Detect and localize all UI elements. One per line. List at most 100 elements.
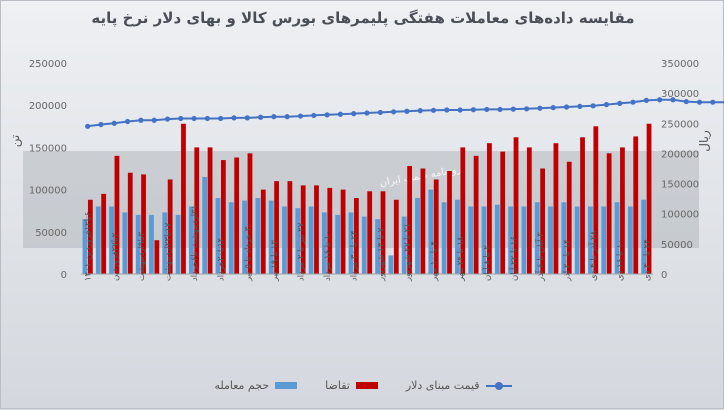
bar-volume xyxy=(176,215,181,274)
y-left-axis-label: تن xyxy=(8,135,23,147)
bar-demand xyxy=(527,147,532,274)
point-dollar-price xyxy=(351,111,356,116)
bar-demand xyxy=(447,171,452,274)
bar-volume xyxy=(282,206,287,274)
bar-volume xyxy=(335,215,340,274)
y-right-tick-label: 100000 xyxy=(661,210,699,221)
y-right-tick-label: 0 xyxy=(661,270,667,281)
bar-demand xyxy=(633,136,638,274)
point-dollar-price xyxy=(404,109,409,114)
y-left-tick-label: 200000 xyxy=(29,101,67,112)
bar-volume xyxy=(628,206,633,274)
point-dollar-price xyxy=(537,106,542,111)
point-dollar-price xyxy=(311,113,316,118)
x-tick-label: ۶تا۱۲فروردین ۱۴۰۱ xyxy=(84,212,94,281)
y-right-tick-label: 250000 xyxy=(661,119,699,130)
x-tick-label: ۴ تا ۱۰ مهر xyxy=(430,241,440,282)
point-dollar-price xyxy=(617,101,622,106)
x-tick-label: ۲۰تا۲۷فروردین xyxy=(110,228,120,281)
point-dollar-price xyxy=(524,106,529,111)
x-tick-label: ۱۰ تا ۱۶ مرداد xyxy=(323,230,333,281)
point-dollar-price xyxy=(378,110,383,115)
point-dollar-price xyxy=(178,116,183,121)
bar-demand xyxy=(367,191,372,274)
bar-demand xyxy=(208,147,213,274)
point-dollar-price xyxy=(458,107,463,112)
x-tick-label: ۱۰ تا ۱۶ دی xyxy=(616,239,626,281)
point-dollar-price xyxy=(670,97,675,102)
point-dollar-price xyxy=(258,115,263,120)
point-dollar-price xyxy=(551,105,556,110)
bar-demand xyxy=(101,194,106,274)
point-dollar-price xyxy=(591,103,596,108)
point-dollar-price xyxy=(245,115,250,120)
x-tick-label: ۲۴ تا ۳۰ مرداد xyxy=(350,230,360,281)
point-dollar-price xyxy=(165,116,170,121)
bar-demand xyxy=(500,152,505,274)
x-tick-label: ۳۱اردیبهشت تا۶خرداد xyxy=(190,205,200,281)
legend-swatch-demand xyxy=(356,382,378,389)
y-right-tick-label: 300000 xyxy=(661,89,699,100)
bar-demand xyxy=(287,181,292,274)
bar-volume xyxy=(601,206,606,274)
y-left-tick-label: 250000 xyxy=(29,59,67,70)
point-dollar-price xyxy=(630,100,635,105)
bar-demand xyxy=(394,200,399,274)
y-right-tick-label: 50000 xyxy=(661,240,693,251)
bar-volume xyxy=(415,198,420,274)
point-dollar-price xyxy=(218,116,223,121)
legend-swatch-volume xyxy=(275,382,297,389)
x-tick-label: ۱۶ تا ۲۲ آبان xyxy=(507,236,519,281)
x-tick-label: ۳۰ آبان تا ۶ آذر xyxy=(534,228,546,282)
point-dollar-price xyxy=(191,116,196,121)
point-dollar-price xyxy=(657,97,662,102)
y-right-tick-label: 350000 xyxy=(661,59,699,70)
y-right-tick-label: 200000 xyxy=(661,149,699,160)
point-dollar-price xyxy=(98,122,103,127)
point-dollar-price xyxy=(364,110,369,115)
y-left-tick-label: 50000 xyxy=(35,228,67,239)
bar-demand xyxy=(314,185,319,274)
x-tick-label: ۲ تا ۸ آبان xyxy=(481,245,493,281)
bar-volume xyxy=(362,217,367,274)
x-tick-label: ۲۷ تیر تا ۲ مرداد xyxy=(296,222,306,281)
point-dollar-price xyxy=(644,98,649,103)
bar-demand xyxy=(474,156,479,274)
x-tick-label: ۱۴ تا ۲۰ آذر xyxy=(561,239,573,282)
point-dollar-price xyxy=(684,99,689,104)
bar-volume xyxy=(96,206,101,274)
y-right-axis-label: ریال xyxy=(697,130,712,152)
bar-volume xyxy=(229,202,234,274)
bar-demand xyxy=(421,169,426,275)
bar-demand xyxy=(554,143,559,274)
point-dollar-price xyxy=(125,119,130,124)
x-tick-label: ۱۷تا۲۳اردیبهشت xyxy=(163,222,173,281)
point-dollar-price xyxy=(697,100,702,105)
point-dollar-price xyxy=(604,102,609,107)
point-dollar-price xyxy=(484,107,489,112)
point-dollar-price xyxy=(577,104,582,109)
point-dollar-price xyxy=(444,107,449,112)
bar-demand xyxy=(607,153,612,274)
point-dollar-price xyxy=(231,115,236,120)
point-dollar-price xyxy=(138,118,143,123)
point-dollar-price xyxy=(271,114,276,119)
legend-item-dollar-price: قیمت مبنای دلار xyxy=(406,379,512,392)
point-dollar-price xyxy=(85,124,90,129)
legend-item-volume: حجم معامله xyxy=(214,379,297,392)
bar-volume xyxy=(202,177,207,274)
point-dollar-price xyxy=(205,116,210,121)
bar-volume xyxy=(468,206,473,274)
bar-volume xyxy=(522,206,527,274)
bar-demand xyxy=(181,124,186,274)
bar-volume xyxy=(389,255,394,274)
point-dollar-price xyxy=(471,107,476,112)
bar-volume xyxy=(122,212,127,274)
x-tick-label: ۱۳ تا ۱۹ تیر xyxy=(270,240,280,282)
bar-volume xyxy=(309,206,314,274)
point-dollar-price xyxy=(564,104,569,109)
point-dollar-price xyxy=(710,100,715,105)
x-tick-label: ۱۸ تا ۲۴ مهر xyxy=(456,236,466,282)
point-dollar-price xyxy=(152,118,157,123)
